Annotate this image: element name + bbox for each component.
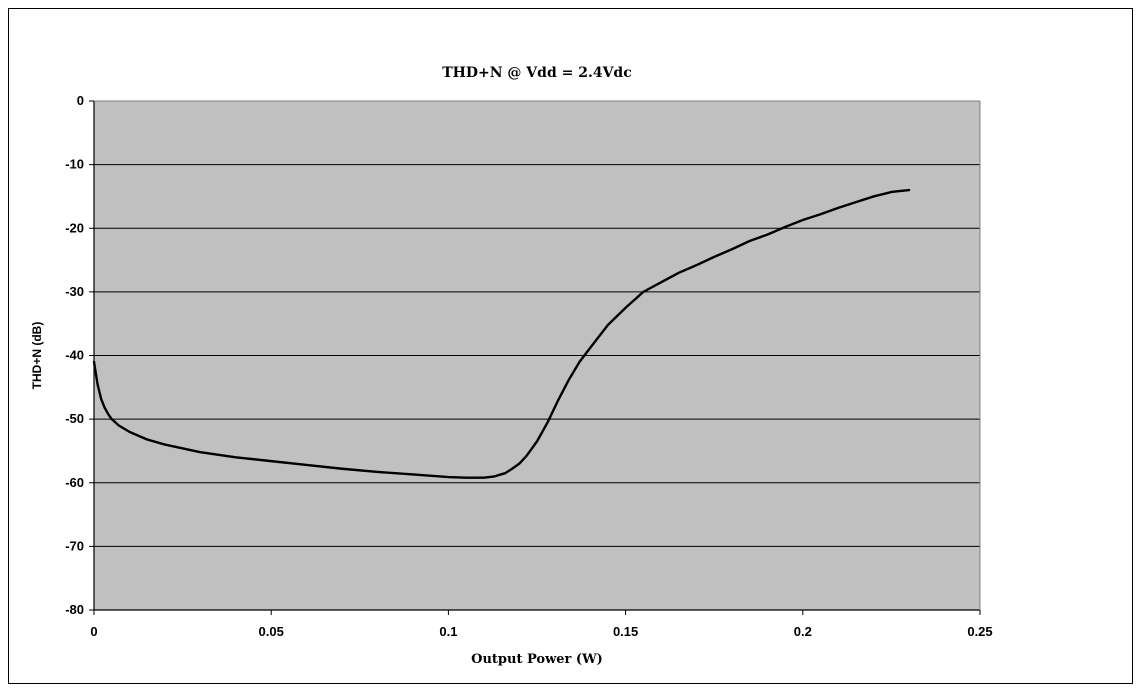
x-tick-label: 0 [90,624,97,639]
x-tick-labels: 0 0.05 0.1 0.15 0.2 0.25 [90,624,992,639]
y-tick-label: -30 [65,284,84,299]
x-tick-label: 0.05 [259,624,284,639]
chart-title: THD+N @ Vdd = 2.4Vdc [442,65,632,81]
thd-series-line [92,188,911,479]
x-tick-label: 0.1 [439,624,457,639]
y-tick-label: -50 [65,411,84,426]
y-tick-labels: 0 -10 -20 -30 -40 -50 -60 -70 -80 [65,93,84,617]
y-tick-label: -80 [65,602,84,617]
thd-chart: 0 -10 -20 -30 -40 -50 -60 -70 -80 0 0.05 0.1 0.15 0.… [30,65,993,667]
x-axis-title: Output Power (W) [471,652,603,667]
y-tick-label: 0 [77,93,84,108]
x-tick-label: 0.2 [794,624,812,639]
y-tick-label: -60 [65,475,84,490]
chart-frame: 0 -10 -20 -30 -40 -50 -60 -70 -80 0 0.05 0.1 0.15 0.… [8,8,1133,684]
axes [89,100,981,615]
y-tick-label: -70 [65,538,84,553]
x-tick-label: 0.15 [613,624,638,639]
y-tick-label: -40 [65,348,84,363]
x-tick-label: 0.25 [967,624,992,639]
y-axis-title: THD+N (dB) [30,322,44,390]
y-tick-label: -10 [65,157,84,172]
y-tick-label: -20 [65,220,84,235]
